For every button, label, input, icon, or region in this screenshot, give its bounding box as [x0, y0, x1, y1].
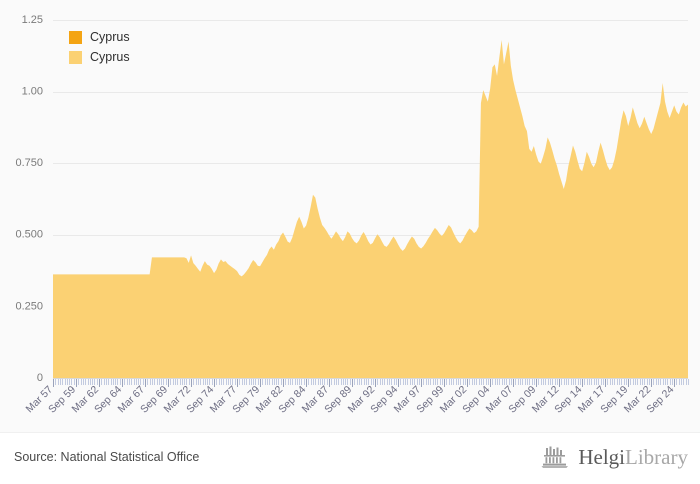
y-axis-tick-label: 1.00 [22, 86, 43, 98]
legend-color-swatch [69, 50, 82, 64]
brand-text: HelgiLibrary [578, 444, 688, 469]
plot-area: 0 0.250 0.500 0.750 1.00 1.25 Mar 57 Sep 59 Mar … [0, 0, 700, 432]
brand-name-secondary: Library [625, 444, 688, 469]
brand-name-primary: Helgi [578, 444, 626, 469]
area-series-cyprus [53, 40, 688, 379]
legend-item-cyprus-2[interactable]: Cyprus [69, 48, 130, 66]
legend-item-label: Cyprus [90, 29, 130, 44]
legend-item-label: Cyprus [90, 49, 130, 64]
y-axis-tick-label: 0.500 [15, 229, 43, 241]
legend-item-cyprus-1[interactable]: Cyprus [69, 28, 130, 46]
library-building-icon [541, 446, 569, 468]
chart-footer: Source: National Statistical Office [0, 432, 700, 484]
y-axis-tick-label: 1.25 [22, 14, 43, 26]
y-axis-tick-label: 0.750 [15, 157, 43, 169]
legend-color-swatch [69, 30, 82, 44]
source-label: Source: National Statistical Office [14, 450, 200, 464]
helgi-library-logo[interactable]: HelgiLibrary [541, 443, 688, 471]
chart-legend: Cyprus Cyprus [69, 28, 130, 68]
y-axis-tick-label: 0 [37, 372, 43, 384]
y-axis-tick-label: 0.250 [15, 300, 43, 312]
